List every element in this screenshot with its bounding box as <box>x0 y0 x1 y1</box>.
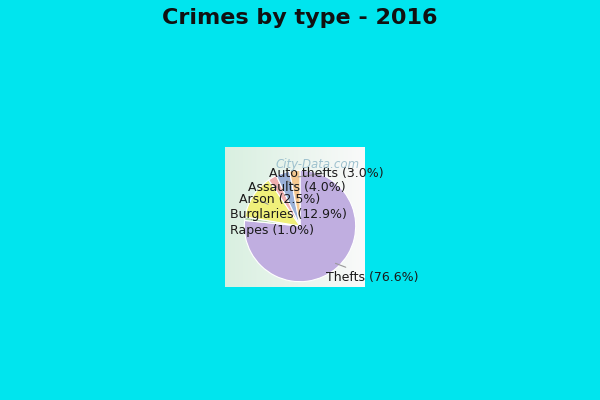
Text: Assaults (4.0%): Assaults (4.0%) <box>248 180 346 194</box>
Wedge shape <box>245 217 300 226</box>
Text: City-Data.com: City-Data.com <box>276 158 360 171</box>
Wedge shape <box>269 176 300 226</box>
Wedge shape <box>276 171 300 226</box>
Wedge shape <box>245 180 300 226</box>
Text: Thefts (76.6%): Thefts (76.6%) <box>326 263 419 284</box>
Wedge shape <box>290 170 300 226</box>
Text: Auto thefts (3.0%): Auto thefts (3.0%) <box>269 167 384 180</box>
Text: Burglaries (12.9%): Burglaries (12.9%) <box>230 201 347 221</box>
Text: Crimes by type - 2016: Crimes by type - 2016 <box>162 8 438 28</box>
Wedge shape <box>244 170 356 282</box>
Text: Arson (2.5%): Arson (2.5%) <box>239 186 320 206</box>
Text: Rapes (1.0%): Rapes (1.0%) <box>230 220 314 237</box>
